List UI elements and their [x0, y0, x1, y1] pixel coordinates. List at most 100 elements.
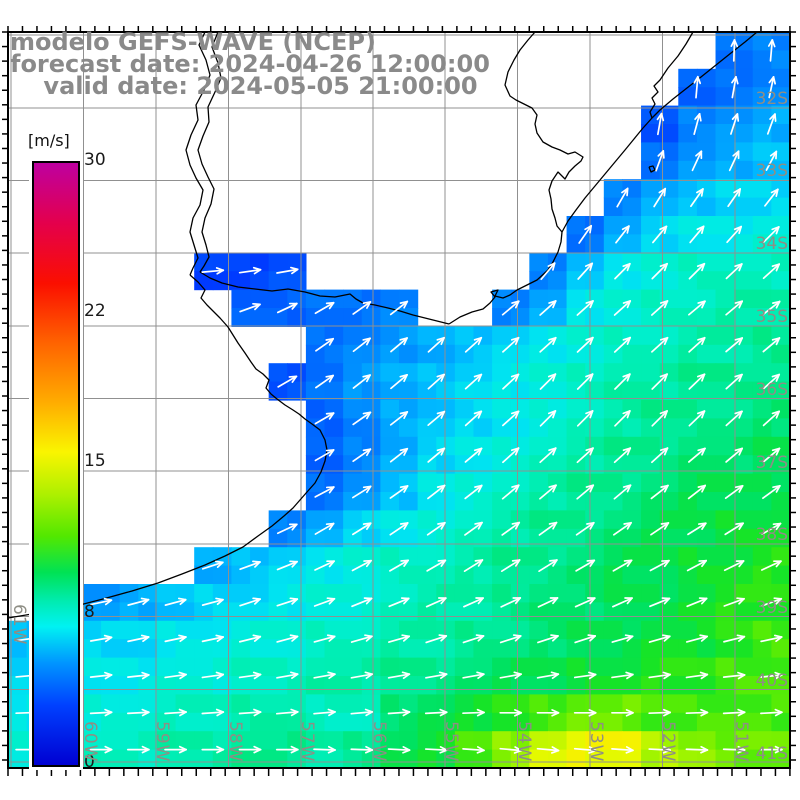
sea-cell [529, 676, 549, 695]
sea-cell [268, 252, 288, 272]
wind-arrow-stroke [552, 484, 557, 493]
sea-cell [622, 694, 642, 714]
wind-arrow-stroke [725, 410, 743, 427]
wind-arrow-stroke [626, 373, 631, 382]
wind-arrow-stroke [612, 559, 633, 572]
wind-arrow-stroke [254, 561, 261, 568]
sea-cell [715, 676, 735, 695]
wind-arrow-stroke [701, 262, 706, 272]
sea-cell [529, 657, 549, 677]
wind-arrow-stroke [475, 634, 485, 637]
sea-cell [454, 510, 475, 530]
wind-arrow-stroke [551, 673, 560, 680]
wind-arrow [577, 262, 594, 280]
sea-cell [752, 68, 772, 88]
wind-arrow-stroke [510, 410, 520, 415]
sea-cell [715, 289, 735, 309]
wind-arrow-stroke [290, 748, 299, 754]
sea-cell [473, 565, 493, 585]
wind-arrow-stroke [688, 447, 706, 463]
wind-arrow-stroke [328, 374, 334, 383]
wind-arrow-stroke [615, 225, 630, 244]
wind-arrow-stroke [660, 484, 669, 488]
wind-arrow-stroke [513, 749, 523, 754]
sea-cell [752, 639, 772, 659]
wind-arrow-stroke [663, 597, 671, 605]
sea-cell [603, 216, 624, 235]
wind-arrow-stroke [464, 484, 483, 500]
wind-arrow-stroke [315, 374, 334, 389]
wind-arrow-stroke [239, 598, 261, 607]
wind-arrow [540, 262, 556, 281]
sea-cell [305, 676, 326, 695]
wind-arrow-stroke [586, 559, 596, 562]
wind-arrow-stroke [201, 561, 224, 570]
wind-arrow-stroke [366, 485, 372, 494]
sea-cell [547, 694, 568, 714]
wind-arrow [760, 634, 783, 643]
wind-arrow [427, 373, 445, 390]
sea-cell [510, 308, 530, 327]
sea-cell [715, 160, 735, 180]
wind-arrow [89, 671, 113, 680]
wind-arrow [655, 150, 665, 172]
sea-cell [305, 547, 326, 567]
wind-arrow [499, 634, 522, 644]
wind-arrow-stroke [761, 522, 782, 535]
sea-cell [231, 252, 251, 272]
wind-arrow-stroke [648, 748, 672, 751]
sea-cell [454, 602, 475, 622]
wind-arrow-stroke [551, 708, 560, 714]
sea-cell [715, 308, 735, 327]
sea-cell [454, 657, 475, 677]
sea-cell [361, 584, 381, 603]
wind-arrow-stroke [770, 188, 779, 194]
sea-cell [715, 68, 735, 88]
sea-cell [641, 510, 661, 530]
wind-arrow [276, 560, 298, 571]
sea-cell [82, 749, 102, 769]
sea-cell [8, 749, 28, 769]
wind-arrow-stroke [621, 225, 630, 231]
wind-arrow [427, 336, 445, 353]
sea-cell [659, 124, 679, 143]
sea-cell [603, 179, 624, 199]
sea-cell [380, 326, 400, 346]
sea-cell [287, 528, 307, 548]
wind-arrow [201, 267, 225, 275]
wind-arrow-stroke [734, 410, 743, 415]
wind-arrow-stroke [589, 484, 595, 493]
sea-cell [529, 602, 549, 622]
wind-arrow [762, 300, 781, 316]
sea-cell [399, 492, 419, 511]
wind-arrow-stroke [327, 708, 336, 713]
wind-arrow-stroke [403, 522, 409, 530]
wind-arrow [164, 671, 187, 680]
wind-arrow [762, 484, 781, 500]
wind-arrow-stroke [762, 263, 781, 280]
sea-cell [399, 639, 419, 659]
sea-cell [752, 473, 772, 493]
sea-cell [566, 528, 586, 548]
wind-arrow-stroke [437, 521, 446, 525]
sea-cell [585, 492, 605, 511]
wind-arrow-stroke [464, 336, 483, 353]
wind-arrow-stroke [510, 447, 520, 452]
sea-cell [529, 731, 549, 751]
wind-arrow-stroke [734, 484, 744, 489]
sea-cell [138, 712, 158, 732]
wind-arrow [653, 187, 667, 208]
wind-arrow-stroke [701, 373, 706, 382]
sea-cell [752, 676, 772, 695]
wind-arrow-stroke [178, 708, 187, 713]
sea-cell [417, 418, 437, 438]
sea-cell [771, 657, 791, 677]
wind-arrow-stroke [663, 522, 670, 530]
wind-arrow-stroke [700, 673, 709, 680]
wind-arrow-stroke [477, 336, 483, 346]
sea-cell [603, 620, 624, 640]
wind-arrow-stroke [350, 748, 374, 751]
sea-cell [622, 528, 642, 548]
wind-arrow-stroke [611, 635, 634, 643]
sea-cell [492, 510, 512, 530]
